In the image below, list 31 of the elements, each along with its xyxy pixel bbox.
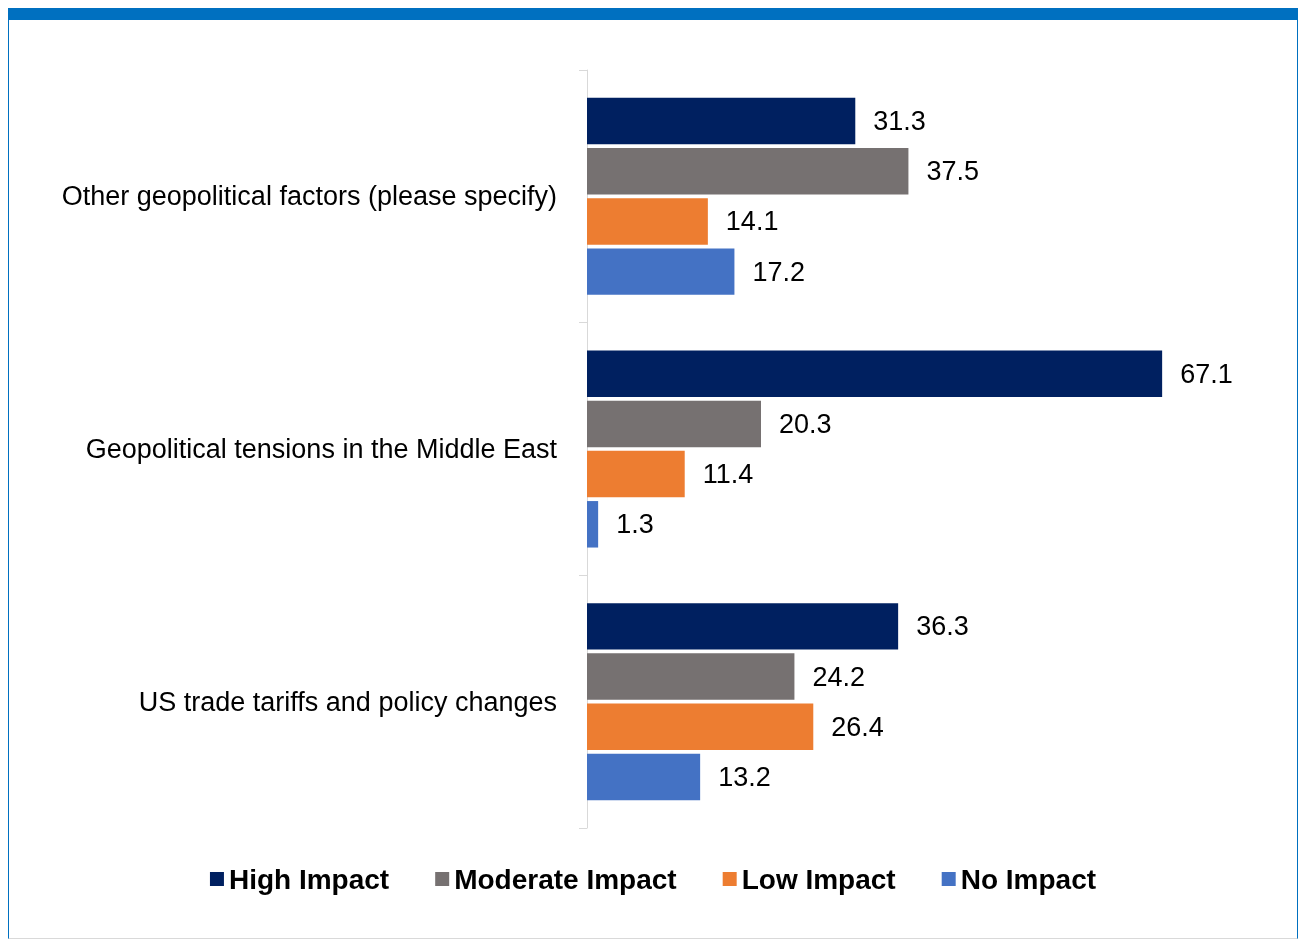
data-label: 31.3 xyxy=(873,106,926,137)
bar xyxy=(587,248,735,295)
y-tick-label: US trade tariffs and policy changes xyxy=(138,686,557,717)
legend-label: Moderate Impact xyxy=(454,863,677,895)
data-label: 26.4 xyxy=(831,711,884,742)
data-label: 24.2 xyxy=(812,661,865,692)
data-label: 1.3 xyxy=(616,509,654,540)
data-label: 20.3 xyxy=(779,408,832,439)
data-label: 36.3 xyxy=(916,611,969,642)
bar xyxy=(587,501,599,548)
bar xyxy=(587,653,795,700)
data-label: 37.5 xyxy=(926,156,979,187)
bar xyxy=(587,198,708,245)
bar xyxy=(587,603,899,650)
data-label: 11.4 xyxy=(702,459,754,490)
data-label: 17.2 xyxy=(752,256,805,287)
legend-label: Low Impact xyxy=(741,863,896,895)
bar xyxy=(587,400,761,448)
bar xyxy=(587,350,1163,397)
data-label: 67.1 xyxy=(1180,358,1233,389)
bar xyxy=(587,450,685,498)
y-tick-label: Geopolitical tensions in the Middle East xyxy=(85,434,558,464)
data-label: 14.1 xyxy=(725,206,779,237)
bar xyxy=(587,97,856,145)
bar xyxy=(587,753,701,801)
bar xyxy=(587,147,909,195)
data-label: 13.2 xyxy=(718,761,771,792)
legend-label: No Impact xyxy=(960,863,1097,895)
y-tick-label: Other geopolitical factors (please specify) xyxy=(61,181,557,212)
legend-label: High Impact xyxy=(228,863,390,895)
bar xyxy=(587,703,814,751)
